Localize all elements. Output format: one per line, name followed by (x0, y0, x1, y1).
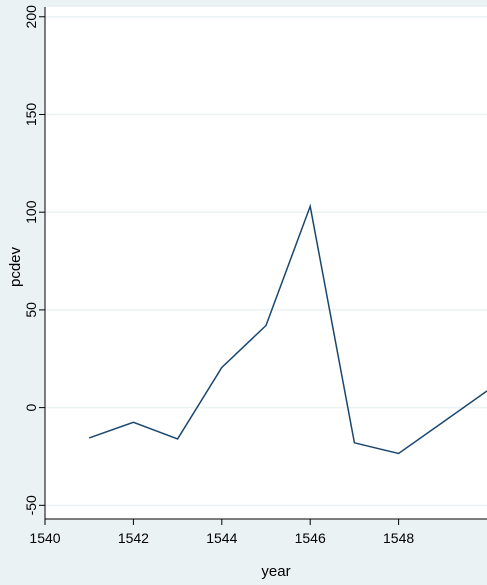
gridlines (45, 16, 487, 507)
y-axis-title: pcdev (7, 246, 24, 287)
x-tick-label: 1540 (29, 530, 60, 546)
ticks: -50 0 50 100 150 200 1540 1542 1544 1546 1548 (23, 5, 414, 546)
x-tick-label: 1542 (118, 530, 149, 546)
series-layer (88, 203, 487, 455)
x-tick-label: 1546 (295, 530, 326, 546)
y-tick-label: 0 (23, 404, 39, 412)
x-axis-title: year (261, 563, 290, 580)
y-tick-label: 100 (23, 200, 39, 224)
y-tick-label: 50 (23, 302, 39, 318)
series-line (88, 203, 487, 455)
axes (44, 7, 487, 520)
x-tick-label: 1544 (206, 530, 237, 546)
y-tick-label: 150 (23, 103, 39, 127)
x-tick-label: 1548 (383, 530, 414, 546)
y-tick-label: -50 (23, 495, 39, 515)
plot-area (45, 7, 487, 519)
y-tick-label: 200 (23, 5, 39, 29)
